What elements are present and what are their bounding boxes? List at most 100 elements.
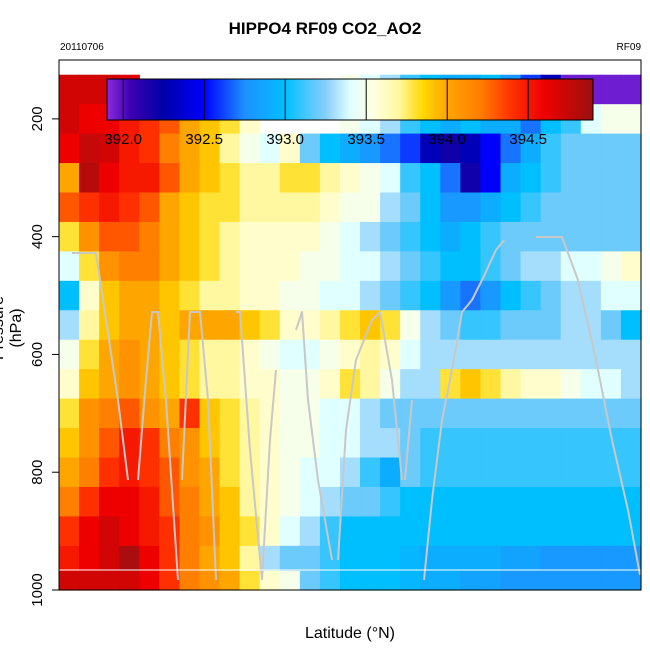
- flight-track: [72, 236, 641, 581]
- heatmap-cell: [540, 516, 562, 547]
- heatmap-cell: [339, 192, 361, 223]
- heatmap-cell: [339, 457, 361, 488]
- heatmap-cell: [299, 428, 321, 459]
- heatmap-cell: [460, 369, 482, 400]
- heatmap-cell: [79, 398, 100, 429]
- heatmap-cell: [239, 280, 261, 311]
- heatmap-cell: [139, 133, 160, 164]
- flight-track-segment: [404, 399, 413, 481]
- heatmap-cell: [420, 163, 441, 194]
- heatmap-cell: [480, 133, 502, 164]
- heatmap-cell: [480, 192, 502, 223]
- heatmap-cell: [319, 398, 341, 429]
- heatmap-cell: [239, 310, 261, 341]
- heatmap-cell: [279, 457, 301, 488]
- heatmap-cell: [540, 428, 562, 459]
- heatmap-cell: [500, 192, 522, 223]
- heatmap-cell: [99, 192, 120, 223]
- heatmap-cell: [259, 486, 281, 517]
- heatmap-cell: [199, 251, 221, 282]
- flight-track-segment: [181, 311, 217, 581]
- heatmap-cell: [360, 163, 381, 194]
- heatmap-cell: [59, 516, 80, 547]
- heatmap-cell: [460, 570, 482, 591]
- heatmap-cell: [119, 545, 140, 572]
- heatmap-cell: [179, 486, 201, 517]
- heatmap-cell: [440, 369, 461, 400]
- heatmap-cell: [460, 280, 482, 311]
- heatmap-cell: [139, 457, 160, 488]
- heatmap-cell: [59, 486, 80, 517]
- heatmap-cell: [580, 280, 602, 311]
- heatmap-cell: [520, 163, 542, 194]
- heatmap-cell: [319, 486, 341, 517]
- heatmap-cell: [279, 310, 301, 341]
- heatmap-cell: [139, 221, 160, 252]
- heatmap-cell: [99, 339, 120, 370]
- heatmap-cell: [540, 369, 562, 400]
- heatmap-cell: [360, 192, 381, 223]
- heatmap-cell: [239, 545, 261, 572]
- heatmap-cell: [319, 545, 341, 572]
- heatmap-cell: [179, 457, 201, 488]
- heatmap-cell: [540, 457, 562, 488]
- heatmap-cell: [279, 192, 301, 223]
- heatmap-cell: [99, 516, 120, 547]
- heatmap-cell: [480, 545, 502, 572]
- heatmap-cell: [279, 398, 301, 429]
- heatmap-cell: [440, 570, 461, 591]
- heatmap-cell: [239, 398, 261, 429]
- heatmap-cell: [560, 192, 582, 223]
- heatmap-cell: [339, 310, 361, 341]
- heatmap-cell: [339, 570, 361, 591]
- heatmap-cell: [259, 369, 281, 400]
- heatmap-cell: [219, 221, 241, 252]
- plot-frame: [58, 59, 642, 591]
- heatmap-cell: [520, 221, 542, 252]
- heatmap-cell: [580, 221, 602, 252]
- heatmap-cell: [319, 369, 341, 400]
- heatmap-cell: [400, 369, 421, 400]
- heatmap-cell: [199, 486, 221, 517]
- heatmap-cell: [360, 457, 381, 488]
- heatmap-cell: [179, 280, 201, 311]
- heatmap-cell: [360, 516, 381, 547]
- heatmap-cell: [500, 280, 522, 311]
- heatmap-cell: [560, 545, 582, 572]
- heatmap-cell: [339, 251, 361, 282]
- heatmap-cell: [79, 486, 100, 517]
- heatmap-cell: [540, 398, 562, 429]
- heatmap-cell: [119, 133, 140, 164]
- heatmap-cell: [179, 516, 201, 547]
- heatmap-cell: [520, 339, 542, 370]
- heatmap-cell: [600, 516, 622, 547]
- heatmap-cell: [259, 516, 281, 547]
- flight-track-segment: [536, 236, 641, 576]
- x-axis-label: Latitude (°N): [305, 625, 395, 642]
- heatmap-cell: [400, 457, 421, 488]
- heatmap-cell: [59, 221, 80, 252]
- heatmap-cell: [79, 570, 100, 591]
- heatmap-cell: [279, 428, 301, 459]
- heatmap-cell: [179, 251, 201, 282]
- heatmap-cell: [339, 280, 361, 311]
- heatmap-cell: [159, 221, 181, 252]
- heatmap-cell: [500, 339, 522, 370]
- heatmap-cell: [600, 221, 622, 252]
- heatmap-cell: [600, 457, 622, 488]
- heatmap-cell: [540, 133, 562, 164]
- heatmap-cell: [79, 74, 100, 105]
- heatmap-cell: [520, 251, 542, 282]
- y-tick-label: 1000: [29, 573, 46, 606]
- heatmap-cell: [219, 192, 241, 223]
- y-axis-label: Pressure (hPa): [0, 295, 25, 361]
- heatmap-cell: [580, 545, 602, 572]
- heatmap-cell: [600, 192, 622, 223]
- heatmap-cell: [119, 486, 140, 517]
- heatmap-cell: [99, 251, 120, 282]
- heatmap-cell: [159, 339, 181, 370]
- heatmap-cell: [460, 133, 482, 164]
- heatmap-cell: [500, 428, 522, 459]
- heatmap-cell: [360, 428, 381, 459]
- heatmap-cell: [279, 339, 301, 370]
